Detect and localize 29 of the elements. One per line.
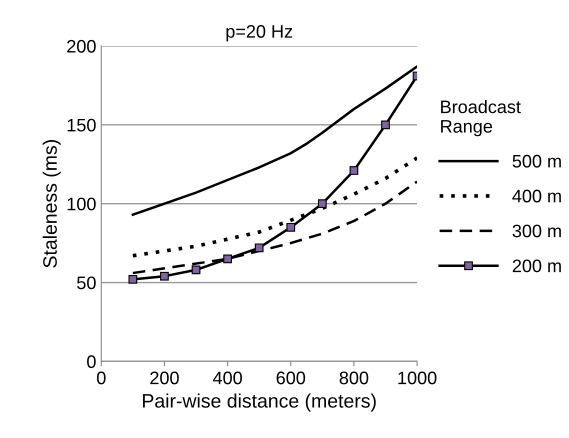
legend-label: 500 m bbox=[512, 154, 561, 168]
legend-label: 200 m bbox=[512, 259, 561, 272]
y-tick-label: 50 bbox=[77, 276, 96, 290]
point bbox=[160, 272, 169, 281]
y-tick-label: 0 bbox=[87, 355, 96, 368]
chart-title: p=20 Hz bbox=[226, 25, 292, 42]
x-tick-label: 200 bbox=[150, 372, 179, 384]
y-tick-label: 150 bbox=[68, 118, 96, 132]
point bbox=[128, 274, 138, 284]
x-tick-label: 400 bbox=[212, 372, 242, 384]
y-tick-label: 200 bbox=[67, 40, 96, 53]
legend-title: Broadcast Range bbox=[441, 100, 521, 136]
legend-label: 300 m bbox=[512, 224, 561, 238]
x-tick-label: 0 bbox=[96, 372, 106, 384]
x-tick-label: 1000 bbox=[398, 372, 436, 384]
point bbox=[350, 166, 358, 175]
line-series bbox=[132, 65, 418, 216]
point bbox=[318, 199, 327, 208]
point bbox=[192, 266, 200, 274]
point bbox=[223, 254, 232, 264]
y-tick-label: 100 bbox=[68, 198, 96, 210]
point bbox=[254, 243, 264, 252]
point bbox=[381, 120, 390, 130]
y-axis-title: Staleness (ms) bbox=[42, 140, 61, 268]
x-tick-label: 600 bbox=[276, 372, 306, 384]
x-tick-label: 800 bbox=[340, 372, 368, 384]
x-axis-title: Pair-wise distance (meters) bbox=[143, 393, 376, 412]
point bbox=[286, 222, 296, 232]
legend-label: 400 m bbox=[512, 190, 561, 202]
